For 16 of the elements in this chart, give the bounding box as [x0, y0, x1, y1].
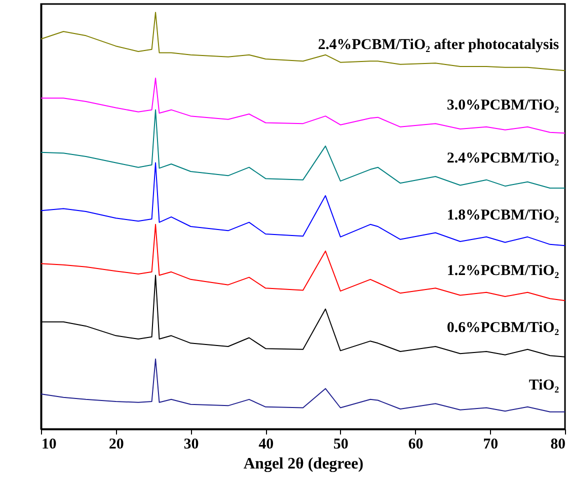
x-axis-title: Angel 2θ (degree) [243, 456, 364, 472]
series-label: 1.2%PCBM/TiO₂ [446, 262, 560, 279]
x-tick-label: 50 [333, 436, 348, 452]
x-tick-label: 20 [108, 436, 124, 452]
x-tick-label: 70 [483, 436, 498, 452]
series-label: 1.8%PCBM/TiO₂ [446, 207, 560, 224]
series-label: 0.6%PCBM/TiO₂ [446, 320, 560, 336]
x-tick-label: 30 [184, 436, 199, 452]
x-tick-label: 80 [550, 436, 566, 452]
series-label: TiO₂ [528, 377, 560, 394]
series-label: 2.4%PCBM/TiO₂ [446, 150, 560, 166]
x-tick-label: 40 [258, 436, 274, 452]
x-tick-label: 10 [42, 436, 56, 452]
series-label: 2.4%PCBM/TiO₂ after photocatalysis [318, 36, 560, 53]
series-label: 3.0%PCBM/TiO₂ [446, 97, 560, 114]
x-tick-label: 60 [408, 436, 424, 452]
